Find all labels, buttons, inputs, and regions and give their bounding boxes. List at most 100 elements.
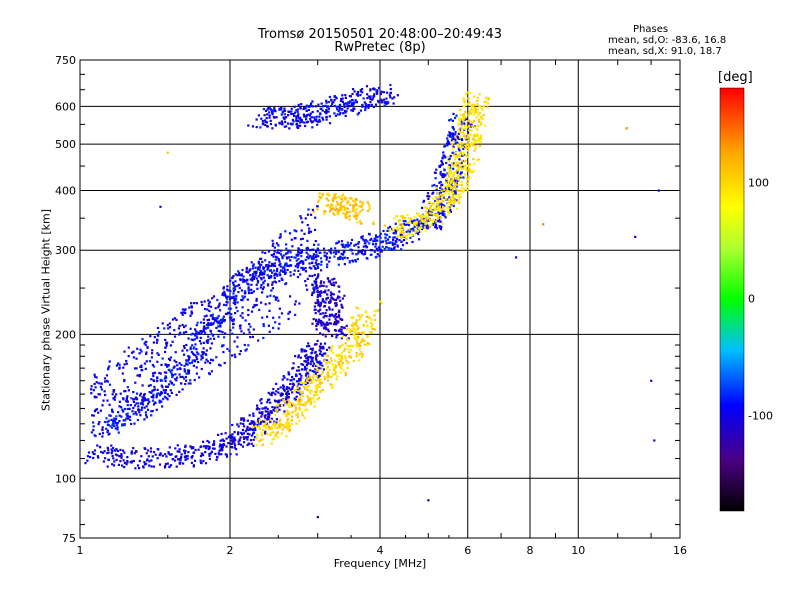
data-point xyxy=(302,262,305,265)
data-point xyxy=(355,321,358,324)
data-point xyxy=(411,234,414,237)
data-point xyxy=(136,464,140,467)
data-point xyxy=(309,381,313,384)
data-point xyxy=(175,465,178,468)
data-point xyxy=(466,164,469,167)
data-point xyxy=(219,439,222,442)
data-point xyxy=(374,310,378,313)
data-point xyxy=(445,181,448,184)
data-point xyxy=(351,92,354,96)
data-point xyxy=(209,322,212,325)
data-point xyxy=(112,457,115,460)
data-point xyxy=(270,417,273,420)
data-point xyxy=(439,228,443,231)
data-point xyxy=(299,403,302,406)
data-point xyxy=(340,332,343,335)
data-point xyxy=(350,316,353,319)
data-point xyxy=(445,198,449,201)
data-point xyxy=(439,210,442,213)
data-point xyxy=(352,200,355,203)
data-point xyxy=(294,408,298,411)
data-point xyxy=(396,245,399,248)
data-point xyxy=(174,351,177,354)
data-point xyxy=(217,314,220,318)
data-point xyxy=(142,465,145,468)
data-point xyxy=(461,152,465,155)
data-point xyxy=(371,249,374,252)
data-point xyxy=(325,112,328,115)
data-point xyxy=(305,408,309,411)
data-point xyxy=(451,143,454,146)
data-point xyxy=(327,328,330,331)
data-point xyxy=(314,267,317,270)
data-point xyxy=(470,112,473,115)
data-point xyxy=(443,145,446,148)
data-point xyxy=(359,90,362,93)
data-point xyxy=(314,364,317,367)
data-point xyxy=(231,441,234,444)
data-point xyxy=(446,210,449,214)
data-point xyxy=(448,211,451,214)
data-point xyxy=(278,316,281,319)
data-point xyxy=(150,414,153,417)
data-point xyxy=(214,452,217,455)
data-point xyxy=(372,87,375,91)
data-point xyxy=(469,125,473,128)
data-point xyxy=(352,316,355,319)
data-point xyxy=(117,362,120,365)
data-point xyxy=(312,394,315,397)
data-point xyxy=(332,196,335,200)
data-point xyxy=(453,200,456,203)
data-point xyxy=(452,154,455,157)
data-point xyxy=(230,442,233,445)
data-point xyxy=(285,422,288,425)
data-point xyxy=(282,404,285,407)
data-point xyxy=(123,390,126,393)
data-point xyxy=(351,104,354,107)
data-point xyxy=(202,321,206,325)
data-point xyxy=(389,225,392,228)
data-point xyxy=(388,229,391,232)
data-point xyxy=(155,341,159,344)
data-point xyxy=(273,107,276,110)
data-point xyxy=(124,419,127,422)
data-point xyxy=(315,278,318,281)
data-point xyxy=(336,210,339,213)
data-point xyxy=(319,257,323,260)
data-point xyxy=(202,330,205,333)
data-point xyxy=(423,226,426,229)
data-point xyxy=(176,368,179,371)
data-point xyxy=(152,389,155,392)
data-point xyxy=(349,248,353,251)
data-point xyxy=(297,258,300,261)
data-point xyxy=(394,222,397,225)
data-point xyxy=(119,448,122,451)
data-point xyxy=(147,398,150,401)
data-point xyxy=(443,213,446,216)
data-point xyxy=(276,273,279,276)
data-point xyxy=(415,229,418,232)
data-point xyxy=(378,235,381,238)
data-point xyxy=(335,250,338,253)
data-point xyxy=(289,382,292,386)
data-point xyxy=(460,159,463,162)
data-point xyxy=(117,463,120,466)
data-point xyxy=(394,242,397,245)
data-point xyxy=(233,353,236,356)
data-point xyxy=(392,236,395,239)
data-point xyxy=(361,208,364,211)
data-point xyxy=(274,422,277,425)
data-point xyxy=(339,257,342,260)
data-point xyxy=(300,392,303,395)
data-point xyxy=(132,447,135,450)
data-point xyxy=(315,384,318,388)
data-point xyxy=(267,391,270,394)
colorbar-label: [deg] xyxy=(718,70,753,85)
data-point xyxy=(250,428,253,431)
data-point xyxy=(411,221,414,224)
data-point xyxy=(283,426,286,429)
data-point xyxy=(249,325,252,328)
data-point xyxy=(220,432,223,435)
data-point xyxy=(343,250,346,253)
data-point xyxy=(303,386,307,389)
